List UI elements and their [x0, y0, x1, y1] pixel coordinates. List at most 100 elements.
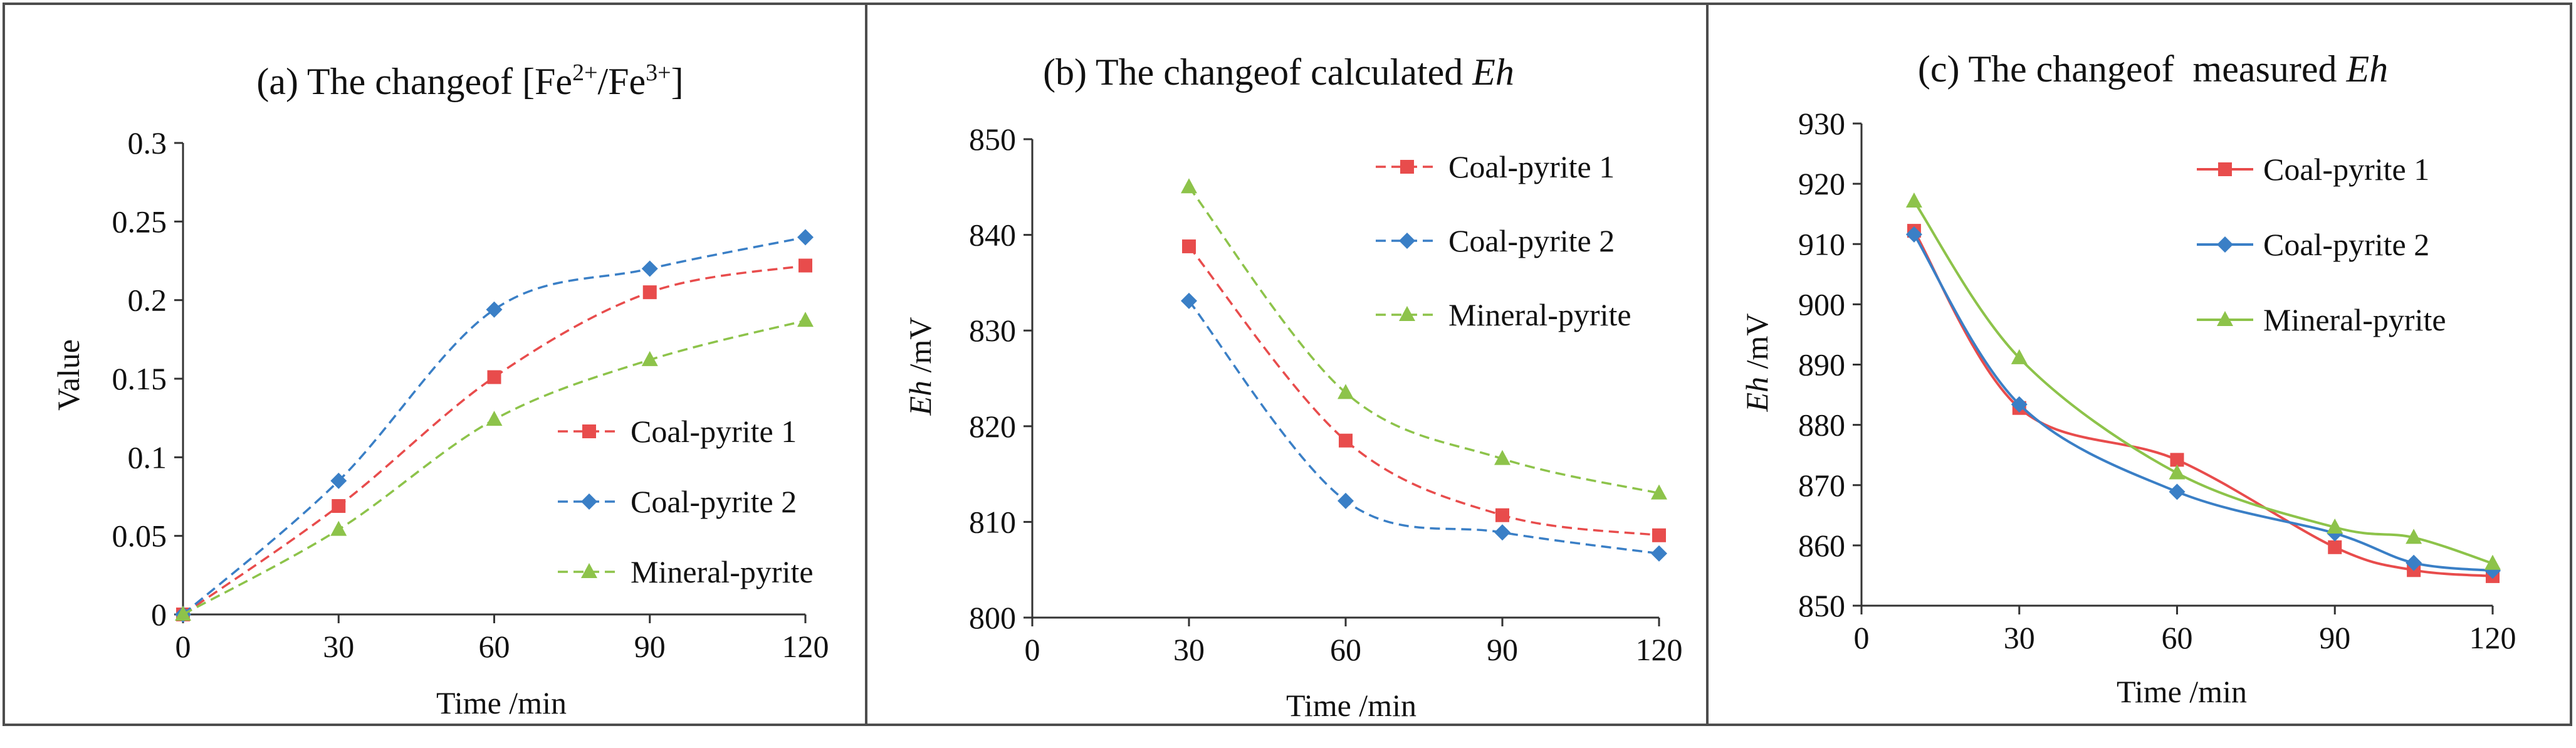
- panel-c-frame: [1706, 3, 2572, 726]
- panel-b-frame: [865, 3, 1709, 726]
- panel-c-legend-coal-pyrite-1-label: Coal-pyrite 1: [2263, 152, 2429, 187]
- panel-b-y-tick-label: 800: [969, 600, 1016, 635]
- panel-b-series-coal-pyrite-2-point: [1494, 524, 1511, 541]
- panel-b-series-coal-pyrite-1-line: [1188, 245, 1660, 537]
- panel-a-series-coal-pyrite-2-line: [182, 236, 806, 616]
- panel-b-series-mineral-pyrite-point: [1494, 450, 1511, 465]
- panel-b-x-tick-label: 60: [1330, 632, 1361, 667]
- panel-c-x-tick-label: 30: [2004, 620, 2035, 655]
- panel-b-series-coal-pyrite-2-point: [1651, 545, 1667, 562]
- panel-a-x-tick-label: 30: [323, 629, 354, 664]
- panel-a-legend-coal-pyrite-1-marker: [582, 424, 596, 438]
- panel-a-y-tick-label: 0.25: [112, 204, 167, 239]
- panel-c-series-mineral-pyrite-point: [2406, 529, 2422, 544]
- panel-a-series-mineral-pyrite-point: [330, 520, 347, 536]
- panel-c-y-tick-label: 920: [1798, 166, 1845, 201]
- panel-c-x-tick-label: 90: [2319, 620, 2350, 655]
- panel-b-series-coal-pyrite-2-point: [1181, 292, 1197, 309]
- panel-c-series-coal-pyrite-2-point: [2011, 396, 2028, 413]
- panel-c-series-mineral-pyrite-point: [2169, 464, 2186, 480]
- panel-a-series-coal-pyrite-1-point: [642, 285, 657, 300]
- panel-b-y-tick-label: 820: [969, 409, 1016, 444]
- panel-b-series-coal-pyrite-1-point: [1339, 433, 1353, 448]
- panel-b-y-tick-label: 810: [969, 504, 1016, 539]
- plot-b: 800 810 820 830 840 850 0 30 60 90 120 Coal-pyrite …: [969, 122, 1683, 667]
- panel-a-legend-mineral-pyrite-label: Mineral-pyrite: [631, 554, 814, 589]
- panel-b-series-mineral-pyrite-point: [1338, 384, 1354, 399]
- panel-a-y-tick-label: 0.15: [112, 361, 167, 396]
- panel-a-series-coal-pyrite-2-point: [641, 260, 658, 277]
- panel-c-legend-coal-pyrite-2-marker: [2217, 236, 2233, 253]
- panel-b-ylabel: Eh /mV: [903, 317, 938, 416]
- panel-a-y-tick-label: 0.05: [112, 519, 167, 554]
- panel-c-legend-coal-pyrite-2-label: Coal-pyrite 2: [2263, 227, 2429, 262]
- panel-a-series-mineral-pyrite-point: [797, 312, 814, 327]
- panel-c-series-coal-pyrite-1-point: [2328, 540, 2342, 554]
- panel-b-series-coal-pyrite-2-point: [1338, 492, 1354, 509]
- panel-a-y-tick-label: 0: [151, 597, 167, 632]
- panel-b-series-mineral-pyrite-point: [1181, 178, 1197, 194]
- panel-b-xlabel: Time /min: [1286, 688, 1416, 723]
- panel-c-x-tick-label: 120: [2469, 620, 2516, 655]
- panel-c-xlabel: Time /min: [2117, 674, 2247, 709]
- panel-b-series-mineral-pyrite-line: [1188, 186, 1660, 495]
- panel-a-series-coal-pyrite-2-point: [330, 472, 347, 489]
- panel-a-legend-coal-pyrite-1-label: Coal-pyrite 1: [631, 414, 797, 449]
- panel-c-title: (c) The changeof measured Eh: [1918, 48, 2388, 90]
- panel-c-series-mineral-pyrite-point: [2011, 349, 2028, 364]
- panel-c-series-coal-pyrite-2-point: [2406, 554, 2422, 571]
- panel-a-series-coal-pyrite-1-line: [182, 264, 806, 616]
- panel-b-y-tick-label: 830: [969, 313, 1016, 348]
- panel-a-x-tick-label: 120: [782, 629, 829, 664]
- panel-c-y-tick-label: 890: [1798, 347, 1845, 382]
- panel-c-x-tick-label: 60: [2162, 620, 2193, 655]
- panel-a-series-coal-pyrite-2-point: [486, 301, 503, 318]
- panel-a-y-tick-label: 0.2: [128, 283, 167, 318]
- panel-a-series-mineral-pyrite-point: [175, 606, 191, 621]
- panel-a-legend-coal-pyrite-2-marker: [581, 493, 597, 510]
- panel-a-series-coal-pyrite-1-point: [487, 370, 501, 384]
- panel-c-y-tick-label: 860: [1798, 528, 1845, 563]
- panel-a-y-tick-label: 0.3: [128, 125, 167, 161]
- panel-a-xlabel: Time /min: [436, 685, 567, 720]
- panel-c-x-tick-label: 0: [1854, 620, 1870, 655]
- panel-b-y-tick-label: 840: [969, 218, 1016, 253]
- panel-c-y-tick-label: 900: [1798, 287, 1845, 322]
- panel-c-series-mineral-pyrite-point: [2327, 519, 2343, 534]
- panel-b-title: (b) The changeof calculated Eh: [1043, 51, 1514, 93]
- panel-c-series-coal-pyrite-2-point: [1905, 226, 1922, 243]
- panel-b-legend-coal-pyrite-2-label: Coal-pyrite 2: [1448, 223, 1615, 258]
- panel-a-legend-mineral-pyrite-marker: [581, 563, 597, 578]
- panel-c-y-tick-label: 850: [1798, 588, 1845, 623]
- panel-a-x-tick-label: 0: [175, 629, 191, 664]
- panel-c-y-tick-label: 930: [1798, 106, 1845, 141]
- panel-c-series-coal-pyrite-1-point: [2170, 453, 2184, 467]
- panel-b-series-coal-pyrite-1-point: [1182, 239, 1196, 253]
- panel-b-x-tick-label: 0: [1025, 632, 1040, 667]
- panel-c-series-coal-pyrite-2-point: [2169, 483, 2186, 500]
- panel-c-y-tick-label: 910: [1798, 226, 1845, 261]
- plot-a: 0 0.05 0.1 0.15 0.2 0.25 0.3 0 30 60 90 120 Coal-pyr…: [112, 125, 829, 664]
- panel-c-y-tick-label: 880: [1798, 408, 1845, 443]
- panel-a-series-coal-pyrite-2-point: [797, 229, 814, 246]
- panel-c-legend-coal-pyrite-1-marker: [2218, 162, 2232, 176]
- panel-c-series-mineral-pyrite-point: [1905, 192, 1922, 208]
- plot-c: 850 860 870 880 890 900 910 920 930 0 30 60 90 120 Coa…: [1798, 106, 2516, 655]
- panel-c-ylabel: Eh /mV: [1739, 313, 1774, 413]
- panel-a-series-coal-pyrite-1-point: [798, 258, 812, 273]
- panel-a-frame: [3, 3, 867, 726]
- panel-a-ylabel: Value: [51, 339, 86, 411]
- panel-b-y-tick-label: 850: [969, 122, 1016, 157]
- panel-a-x-tick-label: 90: [634, 629, 666, 664]
- panel-a-title: (a) The changeof [Fe2+/Fe3+]: [256, 60, 683, 102]
- panel-a-series-mineral-pyrite-point: [486, 411, 503, 426]
- panel-b-x-tick-label: 120: [1636, 632, 1683, 667]
- panel-a-legend-coal-pyrite-2-label: Coal-pyrite 2: [631, 484, 797, 519]
- panel-b-x-tick-label: 90: [1487, 632, 1518, 667]
- panel-b-series-coal-pyrite-1-point: [1495, 508, 1509, 522]
- panel-c-legend-mineral-pyrite-label: Mineral-pyrite: [2263, 302, 2446, 337]
- panel-b-series-coal-pyrite-2-line: [1188, 300, 1660, 555]
- panel-b-legend-mineral-pyrite-marker: [1399, 306, 1415, 321]
- panel-b-legend-mineral-pyrite-label: Mineral-pyrite: [1448, 297, 1631, 332]
